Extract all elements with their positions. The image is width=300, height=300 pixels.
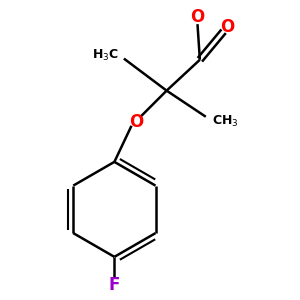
Text: CH$_3$: CH$_3$ [212,114,238,129]
Text: O: O [190,8,205,26]
Text: O: O [129,112,143,130]
Text: H$_3$C: H$_3$C [92,47,119,63]
Text: O: O [220,19,235,37]
Text: F: F [109,276,120,294]
